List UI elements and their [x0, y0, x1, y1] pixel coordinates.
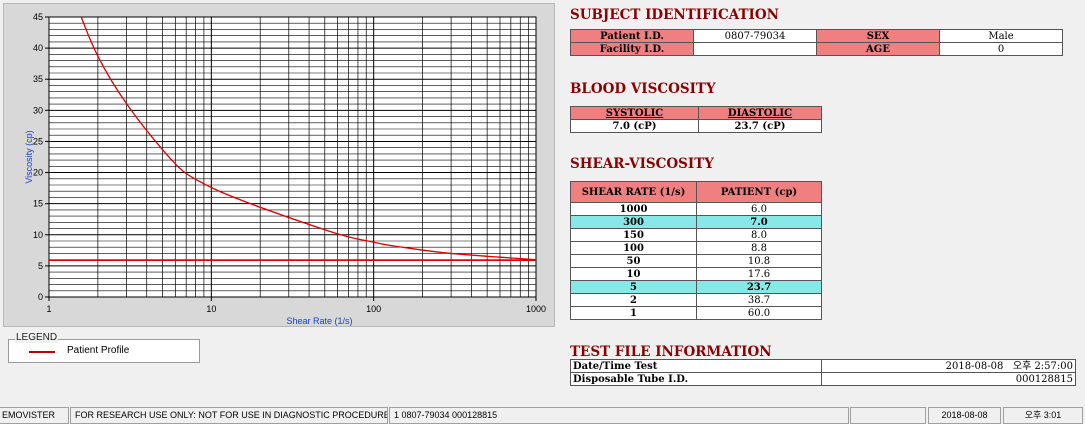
viscosity-chart-panel: 0 5 10 15 20 25 30 35 40 45 1 10 100 1000 Shear Rate (… [3, 3, 555, 327]
patient-cp-cell: 7.0 [696, 215, 822, 229]
shear-row: 5 23.7 [570, 280, 822, 294]
facility-id-value [693, 42, 817, 56]
shear-row: 150 8.0 [570, 228, 822, 242]
patient-cp-cell: 8.8 [696, 241, 822, 255]
y-axis-label: Viscosity (cp) [24, 130, 34, 183]
shear-rate-cell: 2 [570, 293, 697, 307]
patient-cp-cell: 10.8 [696, 254, 822, 268]
legend-box: LEGEND Patient Profile [8, 332, 200, 363]
plot-border [48, 16, 537, 298]
y-tick-label: 45 [33, 12, 43, 22]
shear-row: 1000 6.0 [570, 202, 822, 216]
systolic-value: 7.0 (cP) [570, 119, 699, 133]
patient-cp-cell: 6.0 [696, 202, 822, 216]
shear-row: 300 7.0 [570, 215, 822, 229]
patient-cp-header: PATIENT (cp) [696, 181, 822, 203]
systolic-label: SYSTOLIC [570, 106, 699, 120]
patient-cp-cell: 38.7 [696, 293, 822, 307]
shear-rate-cell: 150 [570, 228, 697, 242]
age-value: 0 [939, 42, 1063, 56]
y-tick-label: 40 [33, 43, 43, 53]
shear-viscosity-title: SHEAR-VISCOSITY [570, 156, 714, 172]
x-axis-label: Shear Rate (1/s) [286, 316, 352, 326]
shear-row: 1 60.0 [570, 306, 822, 320]
y-tick-label: 15 [33, 199, 43, 209]
shear-rate-cell: 10 [570, 267, 697, 281]
datetime-value: 2018-08-08 오후 2:57:00 [821, 359, 1076, 373]
y-tick-label: 35 [33, 74, 43, 84]
patient-cp-cell: 8.0 [696, 228, 822, 242]
y-tick-label: 10 [33, 230, 43, 240]
sex-value: Male [939, 29, 1063, 43]
status-date: 2018-08-08 [928, 407, 1001, 424]
legend-label: Patient Profile [67, 345, 130, 356]
shear-row: 10 17.6 [570, 267, 822, 281]
sex-label: SEX [816, 29, 940, 43]
y-tick-label: 5 [38, 261, 43, 271]
legend-line-swatch [29, 351, 55, 353]
legend-title: LEGEND [15, 332, 59, 343]
datetime-label: Date/Time Test [570, 359, 822, 373]
x-tick-label: 1 [46, 304, 51, 314]
status-bar: EMOVISTER FOR RESEARCH USE ONLY: NOT FOR… [0, 404, 1085, 424]
patient-id-label: Patient I.D. [570, 29, 694, 43]
shear-rate-cell: 100 [570, 241, 697, 255]
age-label: AGE [816, 42, 940, 56]
shear-rate-header: SHEAR RATE (1/s) [570, 181, 697, 203]
patient-cp-cell: 17.6 [696, 267, 822, 281]
facility-id-label: Facility I.D. [570, 42, 694, 56]
blood-viscosity-title: BLOOD VISCOSITY [570, 81, 716, 97]
status-notice: FOR RESEARCH USE ONLY: NOT FOR USE IN DI… [70, 407, 388, 424]
status-app-name: EMOVISTER [0, 407, 69, 424]
subject-table: Patient I.D. 0807-79034 SEX Male Facilit… [570, 29, 1063, 56]
y-tick-label: 25 [33, 136, 43, 146]
shear-row: 50 10.8 [570, 254, 822, 268]
plot-area [49, 17, 536, 297]
status-time: 오후 3:01 [1003, 407, 1083, 424]
viscosity-chart: 0 5 10 15 20 25 30 35 40 45 1 10 100 1000 Shear Rate (… [24, 12, 546, 326]
status-empty-panel [850, 407, 926, 424]
shear-rate-cell: 50 [570, 254, 697, 268]
x-tick-label: 10 [206, 304, 216, 314]
shear-rate-cell: 300 [570, 215, 697, 229]
test-file-information-title: TEST FILE INFORMATION [570, 344, 772, 360]
shear-viscosity-table: SHEAR RATE (1/s) PATIENT (cp) 1000 6.0 300… [570, 181, 822, 320]
test-file-table: Date/Time Test 2018-08-08 오후 2:57:00 Dis… [570, 359, 1076, 386]
y-tick-label: 20 [33, 168, 43, 178]
blood-viscosity-table: SYSTOLIC DIASTOLIC 7.0 (cP) 23.7 (cP) [570, 106, 822, 133]
shear-row: 2 38.7 [570, 293, 822, 307]
patient-id-value: 0807-79034 [693, 29, 817, 43]
patient-cp-cell: 23.7 [696, 280, 822, 294]
shear-rate-cell: 1000 [570, 202, 697, 216]
diastolic-label: DIASTOLIC [698, 106, 822, 120]
tube-id-label: Disposable Tube I.D. [570, 372, 822, 386]
subject-identification-title: SUBJECT IDENTIFICATION [570, 7, 779, 23]
y-tick-label: 0 [38, 292, 43, 302]
shear-row: 100 8.8 [570, 241, 822, 255]
x-tick-label: 100 [366, 304, 381, 314]
patient-cp-cell: 60.0 [696, 306, 822, 320]
diastolic-value: 23.7 (cP) [698, 119, 822, 133]
tube-id-value: 000128815 [821, 372, 1076, 386]
shear-rate-cell: 1 [570, 306, 697, 320]
x-tick-label: 1000 [526, 304, 546, 314]
shear-rate-cell: 5 [570, 280, 697, 294]
series-line [80, 17, 536, 261]
y-tick-label: 30 [33, 105, 43, 115]
status-record: 1 0807-79034 000128815 [389, 407, 849, 424]
